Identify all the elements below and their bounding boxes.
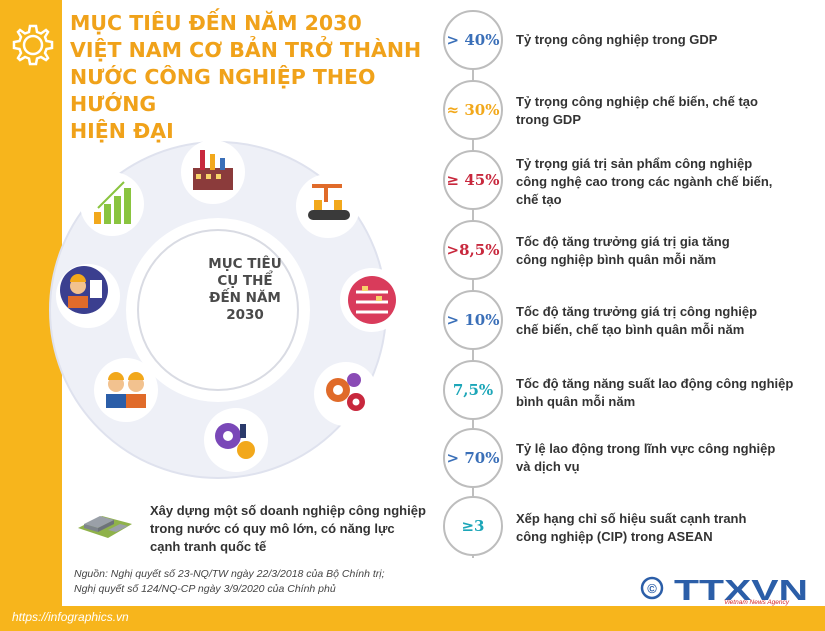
bottom-goal: Xây dựng một số doanh nghiệp công nghiệp… bbox=[150, 502, 450, 556]
source-note: Nguồn: Nghị quyết số 23-NQ/TW ngày 22/3/… bbox=[74, 567, 434, 597]
factory-icon bbox=[181, 140, 245, 204]
target-label-line: trong GDP bbox=[516, 112, 581, 127]
site-url[interactable]: https://infographics.vn bbox=[12, 610, 129, 624]
target-badge: 7,5% bbox=[443, 360, 503, 420]
target-label: Xếp hạng chỉ số hiệu suất cạnh tranh côn… bbox=[516, 510, 816, 546]
target-label-line: Tỷ lệ lao động trong lĩnh vực công nghiệ… bbox=[516, 441, 776, 456]
production-line-icon bbox=[340, 268, 404, 332]
target-label-line: Tốc độ tăng trưởng giá trị công nghiệp bbox=[516, 304, 758, 319]
footer-band bbox=[0, 606, 825, 631]
page-title: MỤC TIÊU ĐẾN NĂM 2030 VIỆT NAM CƠ BẢN TR… bbox=[70, 10, 440, 145]
target-badge: ≥ 45% bbox=[443, 150, 503, 210]
target-label-line: công nghiệp bình quân mỗi năm bbox=[516, 252, 717, 267]
target-label-line: Tỷ trọng công nghiệp trong GDP bbox=[516, 32, 718, 47]
target-label-line: chế biến, chế tạo bình quân mỗi năm bbox=[516, 322, 745, 337]
source-line: Nghị quyết số 124/NQ-CP ngày 3/9/2020 củ… bbox=[74, 583, 336, 595]
target-badge: > 40% bbox=[443, 10, 503, 70]
target-label-line: chế tạo bbox=[516, 192, 562, 207]
conveyor-robot-icon bbox=[296, 174, 360, 238]
source-line: Nguồn: Nghị quyết số 23-NQ/TW ngày 22/3/… bbox=[74, 568, 385, 580]
title-line: NƯỚC CÔNG NGHIỆP THEO HƯỚNG bbox=[70, 65, 376, 116]
target-badge: >8,5% bbox=[443, 220, 503, 280]
target-label-line: và dịch vụ bbox=[516, 459, 580, 474]
target-badge: > 10% bbox=[443, 290, 503, 350]
target-label-line: Tỷ trọng công nghiệp chế biến, chế tạo bbox=[516, 94, 758, 109]
title-line: MỤC TIÊU ĐẾN NĂM 2030 bbox=[70, 11, 362, 35]
target-label: Tốc độ tăng năng suất lao động công nghi… bbox=[516, 375, 816, 411]
logo-copyright: © bbox=[647, 581, 657, 596]
target-label-line: Xếp hạng chỉ số hiệu suất cạnh tranh bbox=[516, 511, 747, 526]
target-badge: ≈ 30% bbox=[443, 80, 503, 140]
inner-ring bbox=[137, 229, 299, 391]
worker-checklist-icon bbox=[56, 264, 120, 328]
inner-disc bbox=[126, 218, 310, 402]
ttxvn-logo: © TTXVN bbox=[640, 575, 808, 604]
title-line: VIỆT NAM CƠ BẢN TRỞ THÀNH bbox=[70, 38, 422, 62]
center-line: CỤ THỂ bbox=[217, 273, 273, 289]
title-line: HIỆN ĐẠI bbox=[70, 119, 174, 143]
engineer-gears-icon bbox=[204, 408, 268, 472]
gear-icon bbox=[12, 24, 54, 66]
target-badge: ≥3 bbox=[443, 496, 503, 556]
logo-name: TTXVN bbox=[674, 575, 808, 604]
target-label-line: Tốc độ tăng năng suất lao động công nghi… bbox=[516, 376, 794, 391]
target-label-line: Tốc độ tăng trưởng giá trị gia tăng bbox=[516, 234, 730, 249]
target-label-line: bình quân mỗi năm bbox=[516, 394, 636, 409]
center-line: MỤC TIÊU bbox=[208, 256, 282, 272]
target-label: Tốc độ tăng trưởng giá trị công nghiệp c… bbox=[516, 303, 816, 339]
targets-ring-diagram bbox=[49, 140, 404, 479]
growth-chart-icon bbox=[80, 172, 144, 236]
timeline-line bbox=[472, 10, 474, 558]
gears-icon bbox=[314, 362, 378, 426]
target-label: Tỷ lệ lao động trong lĩnh vực công nghiệ… bbox=[516, 440, 816, 476]
target-label: Tỷ trọng giá trị sản phẩm công nghiệp cô… bbox=[516, 155, 816, 209]
center-label: MỤC TIÊU CỤ THỂ ĐẾN NĂM 2030 bbox=[190, 256, 300, 324]
logo-subtitle: Vietnam News Agency bbox=[724, 599, 790, 606]
target-label: Tỷ trọng công nghiệp chế biến, chế tạo t… bbox=[516, 93, 816, 129]
target-badge: > 70% bbox=[443, 428, 503, 488]
bottom-goal-line: cạnh tranh quốc tế bbox=[150, 539, 267, 554]
bottom-goal-line: trong nước có quy mô lớn, có năng lực bbox=[150, 521, 395, 536]
target-label: Tỷ trọng công nghiệp trong GDP bbox=[516, 31, 816, 49]
industrial-park-icon bbox=[78, 516, 132, 538]
target-label: Tốc độ tăng trưởng giá trị gia tăng công… bbox=[516, 233, 816, 269]
target-label-line: công nghiệp (CIP) trong ASEAN bbox=[516, 529, 713, 544]
target-label-line: Tỷ trọng giá trị sản phẩm công nghiệp bbox=[516, 156, 753, 171]
center-line: 2030 bbox=[226, 307, 264, 323]
center-line: ĐẾN NĂM bbox=[209, 290, 281, 306]
workers-icon bbox=[94, 358, 158, 422]
bottom-goal-line: Xây dựng một số doanh nghiệp công nghiệp bbox=[150, 503, 426, 518]
target-label-line: công nghệ cao trong các ngành chế biến, bbox=[516, 174, 773, 189]
